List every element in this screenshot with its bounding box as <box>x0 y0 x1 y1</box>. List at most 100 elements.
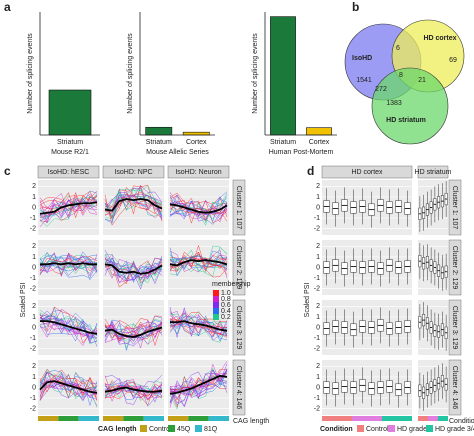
bar <box>48 89 92 136</box>
y-tick-label: -2 <box>30 405 36 412</box>
y-tick-label: -1 <box>30 215 36 222</box>
column-title: IsoHD: Neuron <box>175 169 221 176</box>
trace-line <box>169 369 228 399</box>
y-tick-label: 0 <box>32 384 36 391</box>
row-title: Cluster 4: 146 <box>451 366 458 410</box>
set-name: IsoHD <box>352 55 372 62</box>
legend-swatch <box>140 425 147 432</box>
trace-line <box>104 382 163 398</box>
set-name: HD striatum <box>386 117 426 124</box>
y-tick-label: 0 <box>316 264 320 271</box>
group-bar <box>78 416 99 421</box>
trace-line <box>169 254 228 268</box>
group-bar <box>58 416 79 421</box>
y-tick-label: 2 <box>316 243 320 250</box>
legend-title: membership <box>212 281 251 288</box>
trace-line <box>39 371 98 399</box>
row-title: Cluster 4: 146 <box>235 366 242 410</box>
y-tick-label: 2 <box>32 363 36 370</box>
trace-line <box>39 368 98 408</box>
legend-label: Control <box>149 426 172 433</box>
trace-line <box>169 254 228 272</box>
legend-swatch <box>388 425 395 432</box>
y-tick-label: 2 <box>32 243 36 250</box>
y-tick-label: 1 <box>316 314 320 321</box>
panel-letter: b <box>352 0 359 14</box>
y-tick-label: 1 <box>32 374 36 381</box>
legend-label: 81Q <box>204 426 218 433</box>
legend-label: HD grade 2 <box>397 426 433 433</box>
y-tick-label: -2 <box>314 405 320 412</box>
venn-count: 1383 <box>386 100 402 107</box>
legend-swatch <box>357 425 364 432</box>
legend-tick: 0.2 <box>221 314 231 321</box>
axis-note: Conditions <box>449 418 474 425</box>
trace-line <box>104 254 163 284</box>
trace-line <box>39 316 98 339</box>
y-tick-label: 0 <box>316 324 320 331</box>
strip <box>321 165 413 179</box>
axis-note: CAG length <box>233 418 269 425</box>
legend-color <box>213 308 219 314</box>
mean-line <box>104 198 163 212</box>
y-tick-label: -2 <box>314 345 320 352</box>
trace-line <box>169 372 228 407</box>
y-tick-label: -2 <box>30 285 36 292</box>
y-tick-label: 1 <box>316 374 320 381</box>
y-tick-label: -2 <box>30 225 36 232</box>
legend-color <box>213 290 219 296</box>
trace-line <box>39 310 98 343</box>
trace-line <box>39 368 98 396</box>
y-tick-label: 0 <box>32 264 36 271</box>
strip <box>417 165 449 179</box>
trace-line <box>104 194 163 217</box>
trace-line <box>169 202 228 216</box>
trace-line <box>39 251 98 278</box>
mean-line <box>169 259 228 267</box>
group-bar <box>168 416 189 421</box>
mean-line <box>170 320 228 332</box>
trace-line <box>104 258 162 277</box>
mean-line <box>40 262 97 266</box>
column-title: HD cortex <box>351 169 383 176</box>
strip <box>232 179 246 236</box>
column-title: IsoHD: NPC <box>114 169 152 176</box>
trace-line <box>104 262 163 284</box>
trace-line <box>39 310 98 342</box>
legend-color <box>213 296 219 302</box>
y-axis-label: Scaled PSI <box>20 283 27 318</box>
strip <box>37 165 100 179</box>
strip <box>232 299 246 356</box>
trace-line <box>169 199 228 220</box>
venn-set <box>371 67 449 145</box>
mean-line <box>39 201 98 215</box>
trace-line <box>169 255 228 269</box>
legend-title: CAG length <box>98 426 137 433</box>
trace-line <box>104 319 163 337</box>
trace-line <box>170 372 228 391</box>
trace-line <box>39 198 98 224</box>
mean-line <box>104 326 163 338</box>
strip <box>448 239 462 296</box>
trace-line <box>104 185 163 216</box>
mean-line <box>104 263 163 275</box>
venn-count: 69 <box>449 57 457 64</box>
trace-line <box>169 194 228 215</box>
trace-line <box>169 247 228 277</box>
chart-title: Mouse Allelic Series <box>146 149 209 156</box>
trace-line <box>39 196 98 221</box>
legend-tick: 0.8 <box>221 296 231 303</box>
trace-line <box>39 313 98 339</box>
group-bar <box>103 416 124 421</box>
venn-count: 272 <box>375 86 387 93</box>
group-bar <box>352 416 382 421</box>
trace-line <box>169 312 228 334</box>
trace-line <box>169 306 228 341</box>
row-title: Cluster 1: 107 <box>451 186 458 230</box>
legend-swatch <box>195 425 202 432</box>
legend-label: 45Q <box>177 426 191 433</box>
trace-line <box>104 250 163 282</box>
trace-line <box>169 203 228 225</box>
group-bar <box>208 416 229 421</box>
